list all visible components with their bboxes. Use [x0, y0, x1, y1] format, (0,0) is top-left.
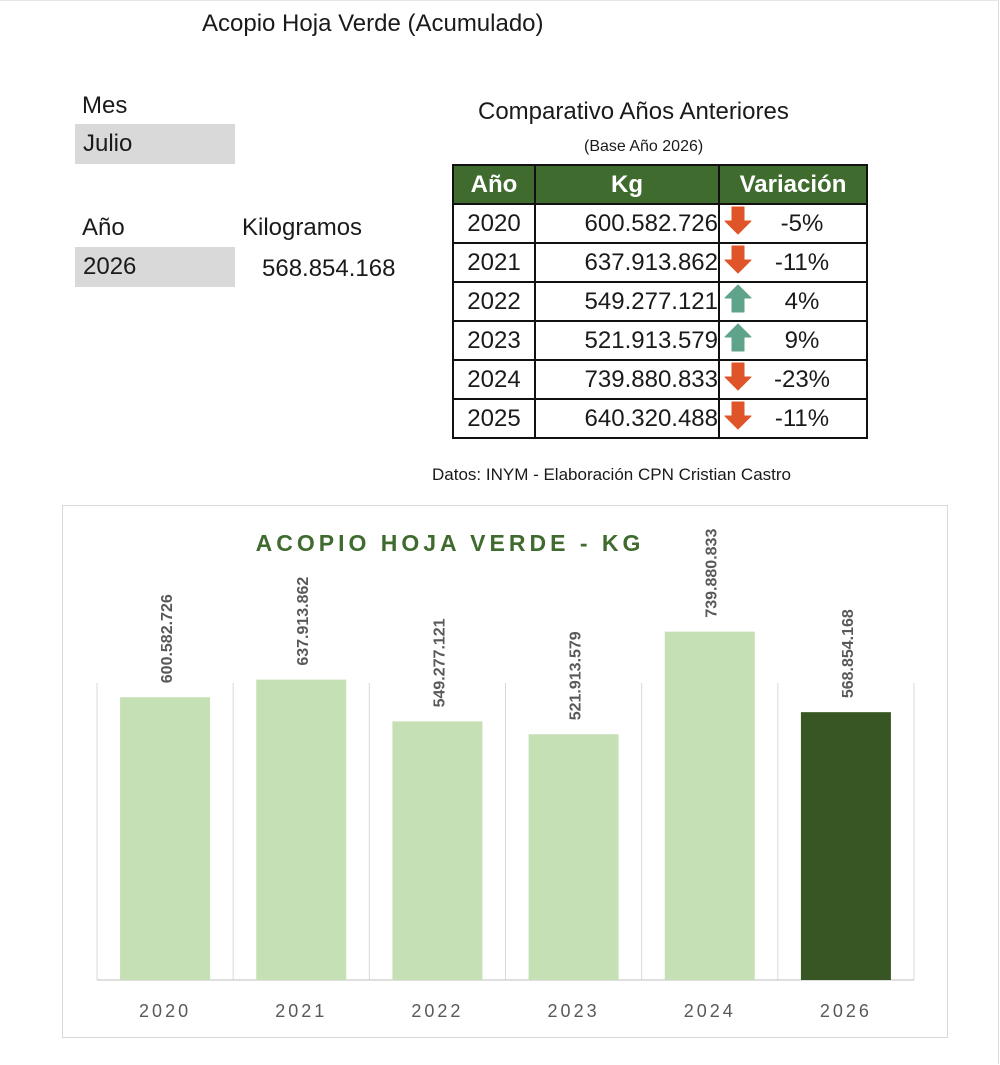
- mes-label: Mes: [82, 92, 128, 119]
- header-kg: Kg: [534, 164, 720, 205]
- row-variation-value: 4%: [784, 287, 820, 315]
- data-label-2026: 568.854.168: [840, 609, 857, 698]
- comparativo-title: Comparativo Años Anteriores: [478, 98, 789, 125]
- row-kg: 739.880.833: [534, 359, 720, 400]
- arrow-down-icon: [724, 245, 752, 281]
- kilogramos-value: 568.854.168: [262, 255, 396, 282]
- row-variation-value: -23%: [773, 365, 831, 393]
- bar-2026[interactable]: [800, 712, 891, 980]
- chart-frame: [62, 505, 948, 1038]
- bar-2022[interactable]: [392, 721, 483, 980]
- chart-title: ACOPIO HOJA VERDE - KG: [255, 530, 645, 556]
- row-year: 2022: [452, 281, 536, 322]
- row-variation: -11%: [718, 398, 868, 439]
- row-variation-value: -11%: [774, 404, 830, 432]
- row-variation-value: -5%: [780, 209, 824, 237]
- row-year: 2021: [452, 242, 536, 283]
- bar-chart: 600.582.726 2020 637.913.862 2021 549.277.12…: [96, 529, 915, 1021]
- row-kg: 600.582.726: [534, 203, 720, 244]
- x-tick-label-2022: 2022: [411, 1001, 463, 1021]
- row-year: 2025: [452, 398, 536, 439]
- page-title: Acopio Hoja Verde (Acumulado): [202, 10, 544, 37]
- table-row: 2025 640.320.488 -11%: [452, 398, 868, 439]
- row-variation: 9%: [718, 320, 868, 361]
- arrow-down-icon: [724, 401, 752, 437]
- bar-2020[interactable]: [120, 697, 211, 980]
- x-tick-label-2023: 2023: [548, 1001, 600, 1021]
- row-year: 2024: [452, 359, 536, 400]
- table-row: 2024 739.880.833 -23%: [452, 359, 868, 400]
- x-tick-label-2021: 2021: [275, 1001, 327, 1021]
- data-label-2022: 549.277.121: [431, 618, 448, 707]
- header-variacion: Variación: [718, 164, 868, 205]
- x-tick-label-2026: 2026: [820, 1001, 872, 1021]
- arrow-down-icon: [724, 362, 752, 398]
- table-row: 2021 637.913.862 -11%: [452, 242, 868, 283]
- row-kg: 640.320.488: [534, 398, 720, 439]
- comparativo-subtitle: (Base Año 2026): [584, 138, 704, 155]
- x-tick-label-2024: 2024: [684, 1001, 736, 1021]
- anio-label: Año: [82, 214, 125, 241]
- row-variation: -5%: [718, 203, 868, 244]
- data-label-2021: 637.913.862: [295, 577, 312, 666]
- kilogramos-label: Kilogramos: [242, 214, 363, 241]
- row-year: 2020: [452, 203, 536, 244]
- row-variation-value: -11%: [774, 248, 830, 276]
- row-variation-value: 9%: [784, 326, 820, 354]
- row-kg: 637.913.862: [534, 242, 720, 283]
- arrow-down-icon: [724, 206, 752, 242]
- row-kg: 521.913.579: [534, 320, 720, 361]
- mes-value-cell[interactable]: Julio: [75, 124, 235, 164]
- data-label-2023: 521.913.579: [568, 631, 585, 720]
- row-variation: 4%: [718, 281, 868, 322]
- table-row: 2022 549.277.121 4%: [452, 281, 868, 322]
- arrow-up-icon: [724, 323, 752, 359]
- data-label-2020: 600.582.726: [159, 594, 176, 683]
- bar-2021[interactable]: [256, 679, 347, 980]
- row-kg: 549.277.121: [534, 281, 720, 322]
- header-anio: Año: [452, 164, 536, 205]
- arrow-up-icon: [724, 284, 752, 320]
- comparativo-table: Año Kg Variación 2020 600.582.726 -5% 2021 6…: [452, 164, 868, 439]
- source-note: Datos: INYM - Elaboración CPN Cristian C…: [432, 465, 792, 484]
- row-year: 2023: [452, 320, 536, 361]
- x-tick-label-2020: 2020: [139, 1001, 191, 1021]
- bar-2023[interactable]: [528, 734, 619, 980]
- row-variation: -11%: [718, 242, 868, 283]
- table-row: 2023 521.913.579 9%: [452, 320, 868, 361]
- row-variation: -23%: [718, 359, 868, 400]
- data-label-2024: 739.880.833: [704, 529, 721, 618]
- bar-2024[interactable]: [664, 631, 755, 980]
- table-row: 2020 600.582.726 -5%: [452, 203, 868, 244]
- anio-value-cell[interactable]: 2026: [75, 247, 235, 287]
